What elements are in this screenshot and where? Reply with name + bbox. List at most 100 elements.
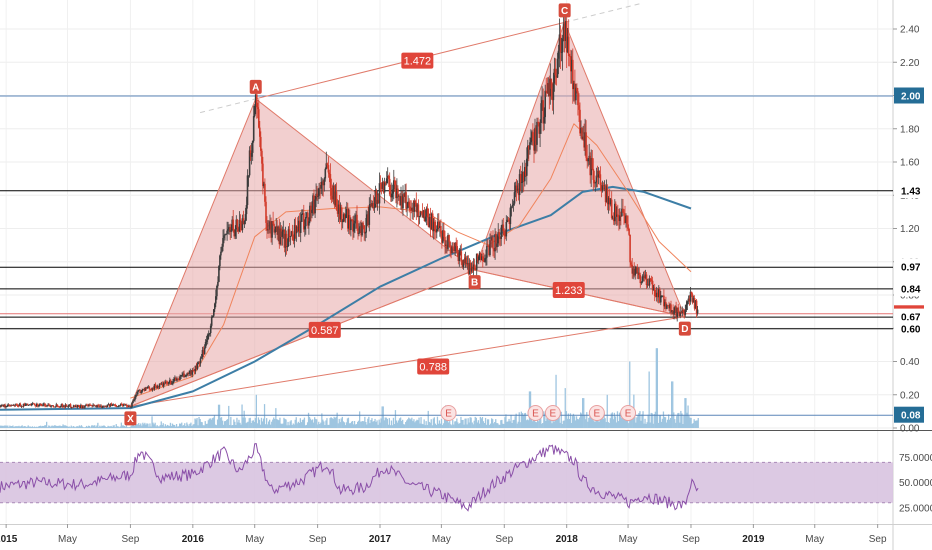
candle-body [225,233,227,235]
candle-body [331,195,334,200]
volume-bar [321,413,323,428]
volume-bar [637,415,639,428]
volume-bar [166,424,168,428]
candle-body [601,185,604,191]
candle-body [381,182,384,189]
volume-bar [271,421,273,428]
volume-bar [478,423,480,428]
volume-bar [632,416,634,428]
volume-bar [136,424,138,428]
volume-bar [80,425,83,428]
volume-bar [234,421,236,428]
candle-body [230,230,232,232]
volume-bar [642,411,644,428]
volume-bar [78,425,81,428]
volume-bar [449,421,451,428]
volume-bar [262,418,265,428]
candle-body [51,405,53,407]
volume-bar [648,371,650,428]
bat-pattern-drawing[interactable] [129,2,686,408]
volume-bar [275,408,277,428]
volume-bar [405,422,407,428]
candle-body [539,123,541,134]
volume-bar [396,422,399,428]
candle-body [552,83,555,101]
volume-bar [256,423,259,428]
candle-body [292,239,295,241]
volume-bar [252,420,254,428]
earnings-marker[interactable] [440,405,457,421]
y-tick-label: 2.20 [900,58,920,69]
candle-body [280,228,283,237]
earnings-marker[interactable] [588,405,605,421]
volume-bar [510,414,512,428]
candle-body [123,404,125,406]
volume-bar [195,419,197,428]
candle-body [228,227,230,230]
volume-bar [679,422,681,428]
volume-bar [503,424,505,428]
candle-body [400,196,402,206]
candle-body [471,267,474,270]
horizontal-levels[interactable] [0,95,893,416]
candle-body [669,304,671,309]
volume-bar [547,412,549,428]
volume-bar [316,419,318,428]
candle-body [499,236,501,239]
volume-bar [40,426,43,428]
x-tick-label: May [619,534,638,545]
time-axis[interactable]: 2015 May Sep 2016 May Sep 2017 May Sep 2018 May Sep… [0,524,887,545]
candle-body [398,195,400,197]
candle-body [293,225,296,241]
volume-bar [487,419,490,428]
candle-body [165,381,168,384]
volume-bar [203,425,205,428]
earnings-marker[interactable] [620,405,637,421]
candle-body [157,386,160,388]
candle-body [551,88,554,101]
volume-bar [347,417,350,428]
candle-body [379,183,382,184]
candle-body [605,188,608,203]
volume-bar [193,424,195,428]
volume-bar [638,413,640,428]
volume-bar [209,418,211,428]
volume-bar [125,424,128,428]
candle-body [444,236,446,246]
candle-body [363,225,365,233]
candle-body [63,406,66,408]
candle-body [269,221,271,230]
candle-body [514,185,517,193]
volume-bar [206,423,208,428]
candle-body [358,232,360,234]
volume-bar [646,422,648,428]
volume-bar [367,418,369,428]
candle-body [105,405,108,407]
candle-body [369,204,372,207]
volume-bar [440,418,443,428]
pattern-point-D [678,321,691,336]
candle-body [325,163,328,169]
volume-bar [624,414,626,428]
volume-bar [635,422,637,428]
volume-bar [458,423,460,428]
volume-bar [364,416,366,428]
candle-body [505,222,508,237]
candle-body [116,406,119,408]
candle-body [239,219,242,224]
candle-body [170,380,172,385]
candle-body [467,263,470,274]
candle-body [627,224,629,229]
candle-body [520,182,523,183]
earnings-marker[interactable] [527,405,544,421]
volume-bar [600,417,602,428]
volume-bar [246,422,248,428]
x-tick-label: May [805,534,824,545]
candle-body [247,175,250,177]
pattern-point-text: D [681,324,688,335]
candle-body [175,378,177,381]
volume-bar [500,420,502,428]
earnings-marker[interactable] [544,405,561,421]
